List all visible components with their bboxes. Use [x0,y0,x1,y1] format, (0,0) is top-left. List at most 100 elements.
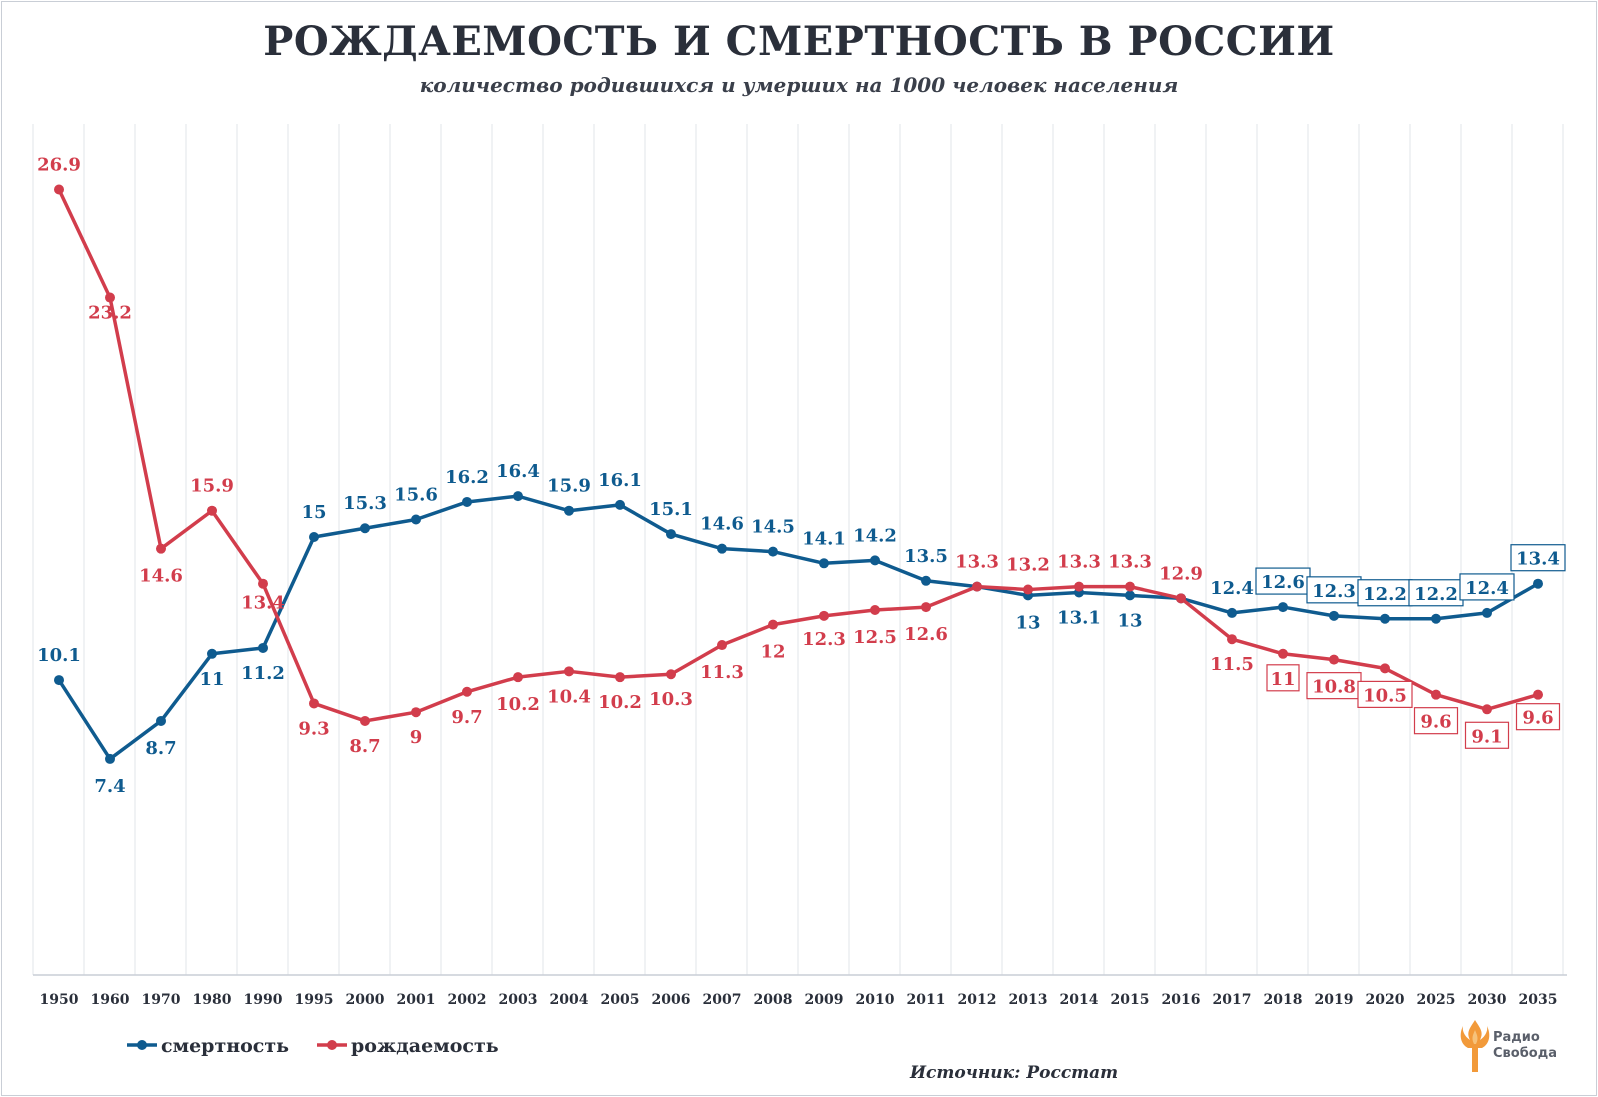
birth-value-label: 9.3 [298,718,329,739]
birth-point [411,707,421,718]
birth-value-label: 14.6 [139,566,183,587]
mortality-value-label: 13 [1015,612,1040,633]
birth-value-label: 26.9 [37,155,81,176]
x-tick-label: 2018 [1264,992,1303,1008]
mortality-point [411,514,421,525]
mortality-value-label: 16.1 [598,470,642,491]
mortality-value-label: 12.6 [1261,572,1305,593]
x-tick-label: 2030 [1468,992,1507,1008]
value-label-box [1408,579,1464,607]
birth-point [921,602,931,613]
birth-point [513,672,523,683]
birth-value-label: 10.2 [496,694,540,715]
mortality-value-label: 15.9 [547,476,591,497]
birth-value-label: 11 [1270,669,1295,690]
mortality-value-label: 13.5 [904,546,948,567]
mortality-point [105,753,115,764]
mortality-point [1125,590,1135,601]
mortality-point [1227,607,1237,618]
birth-point [1227,634,1237,645]
birth-point [768,619,778,630]
birth-value-label: 9 [410,727,423,748]
value-label-box [1266,664,1300,692]
value-label-box [1459,573,1515,601]
x-tick-label: 2002 [448,992,487,1008]
x-tick-label: 2017 [1213,992,1252,1008]
mortality-point [258,642,268,653]
mortality-value-label: 13 [1117,610,1142,631]
legend-swatch-point [327,1040,337,1050]
birth-value-label: 12.9 [1159,563,1203,584]
value-label-box [1357,680,1413,709]
mortality-value-label: 14.6 [700,514,744,535]
x-tick-label: 2005 [601,992,640,1008]
source-note: Источник: Росстат [910,1063,1119,1083]
mortality-value-label: 12.4 [1465,578,1509,599]
birth-point [1023,584,1033,595]
birth-point [156,543,166,554]
mortality-point [666,529,676,540]
birth-value-label: 9.6 [1420,712,1451,733]
birth-point [1074,581,1084,592]
mortality-point [564,505,574,516]
birth-value-label: 11.3 [700,662,744,683]
value-label-box [1413,707,1459,735]
birth-value-label: 12 [760,642,785,663]
birth-point [1329,654,1339,665]
mortality-value-label: 15.6 [394,484,438,505]
mortality-point [1278,602,1288,613]
birth-point [717,640,727,651]
x-tick-label: 2000 [346,992,385,1008]
x-tick-label: 2001 [397,992,436,1008]
mortality-value-label: 15 [301,502,326,523]
mortality-point [462,496,472,507]
birth-point [564,666,574,677]
birth-point [1482,704,1492,715]
birth-point [258,578,268,589]
birth-value-label: 13.2 [1006,555,1050,576]
birth-value-label: 10.3 [649,689,693,710]
x-tick-label: 2015 [1111,992,1150,1008]
birth-point [666,669,676,680]
mortality-value-label: 8.7 [145,738,176,759]
birth-value-label: 13.4 [241,593,285,614]
birth-value-label: 9.7 [451,707,482,728]
birth-value-label: 13.3 [1108,552,1152,573]
birth-value-label: 12.5 [853,627,897,648]
birth-value-label: 9.6 [1522,708,1553,729]
birth-value-label: 12.3 [802,629,846,650]
x-tick-label: 2004 [550,992,589,1008]
x-tick-label: 2025 [1417,992,1456,1008]
birth-point [207,505,217,516]
birth-point [360,715,370,726]
mortality-value-label: 12.3 [1312,581,1356,602]
mortality-value-label: 15.3 [343,493,387,514]
mortality-point [768,546,778,557]
birth-point [870,605,880,615]
mortality-point [1482,607,1492,618]
x-tick-label: 2009 [805,992,844,1008]
birth-point [1176,593,1186,604]
x-tick-label: 2006 [652,992,691,1008]
birth-point [819,610,829,621]
mortality-value-label: 16.4 [496,461,540,482]
mortality-point [870,555,880,566]
birth-point [972,581,982,592]
mortality-point [1329,610,1339,621]
legend-label: смертность [161,1035,289,1057]
mortality-point [513,491,523,502]
mortality-value-label: 16.2 [445,467,489,488]
x-tick-label: 2007 [703,992,742,1008]
x-tick-label: 1970 [142,992,181,1008]
mortality-value-label: 10.1 [37,645,81,666]
value-label-box [1515,703,1561,731]
x-tick-label: 2003 [499,992,538,1008]
legend-label: рождаемость [351,1035,499,1057]
value-label-box [1510,544,1566,572]
value-label-box [1306,672,1362,700]
birth-value-label: 23.2 [88,303,132,324]
birth-point [615,672,625,683]
birth-point [462,686,472,697]
